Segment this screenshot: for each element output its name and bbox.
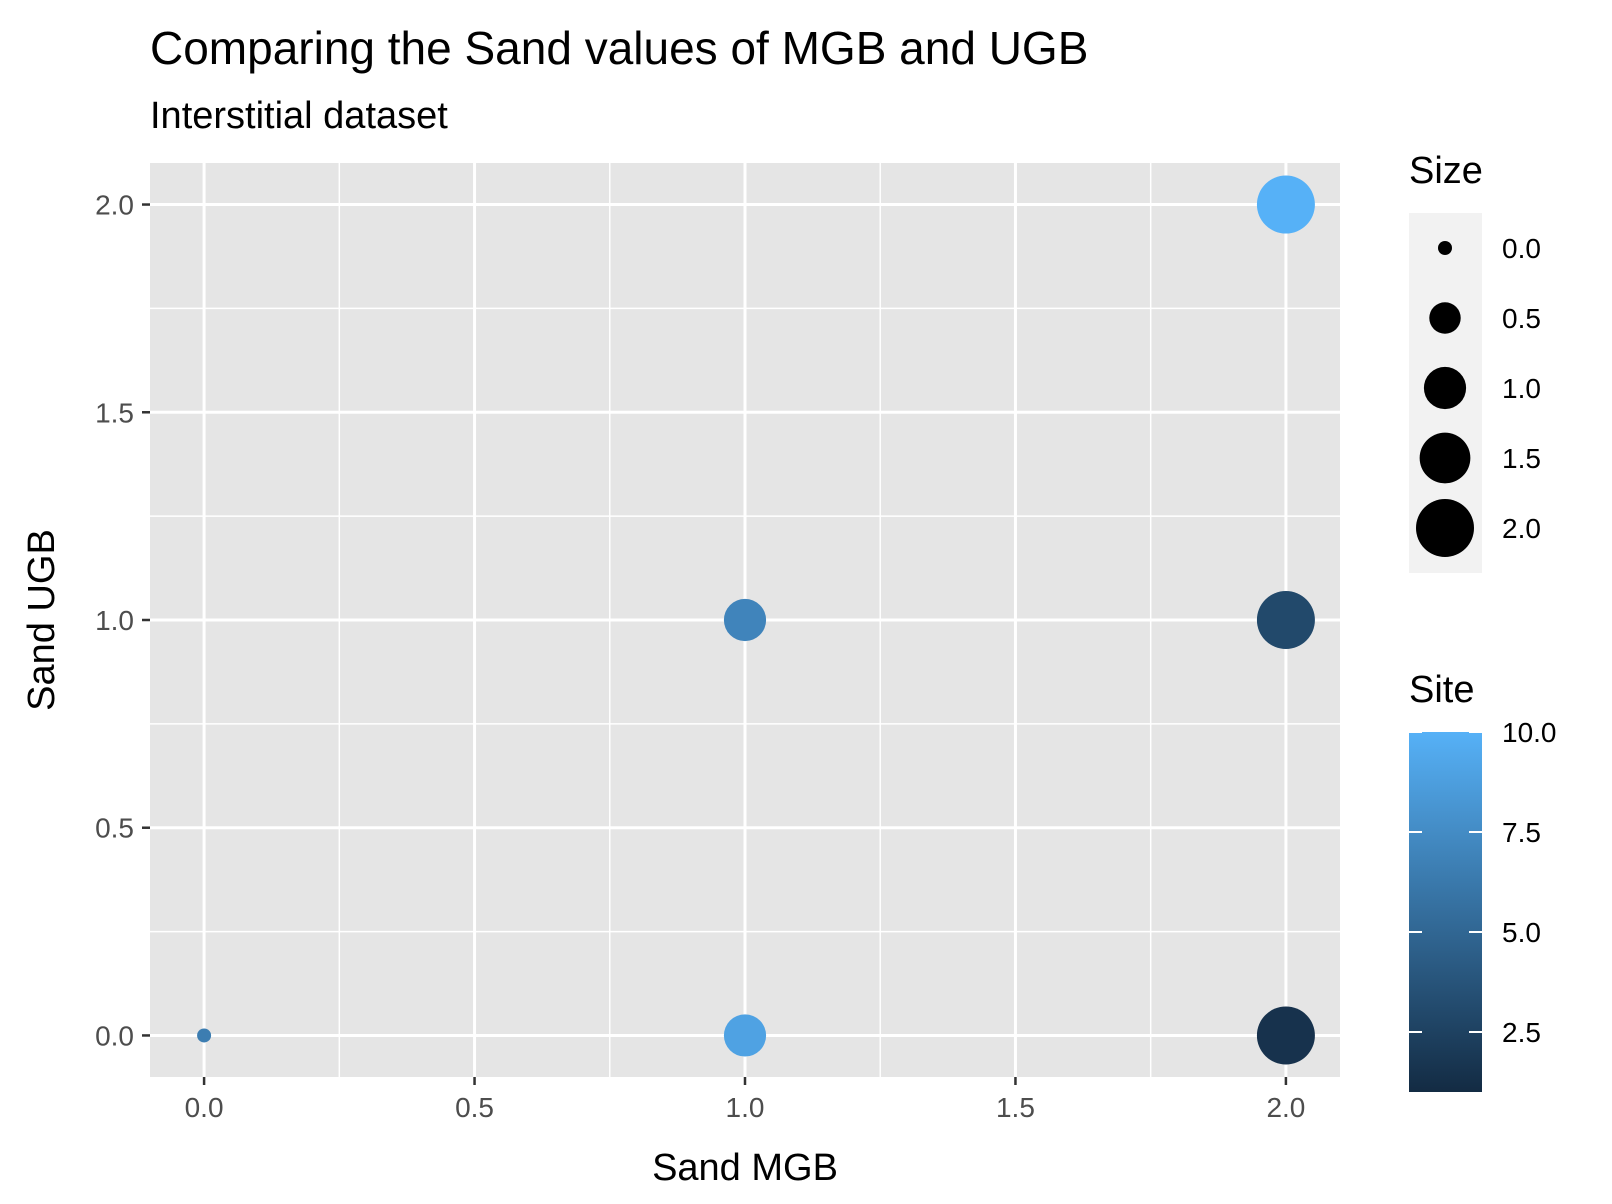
size-legend-key	[1423, 366, 1467, 410]
data-point	[723, 1014, 767, 1057]
data-point	[197, 1028, 212, 1043]
axes: 0.0 0.5 1.0 1.5 2.0 0.0 0.5 1.0 1.5 2.0	[95, 190, 1305, 1123]
y-axis-title: Sand UGB	[21, 529, 63, 711]
x-tick-label: 2.0	[1266, 1092, 1305, 1123]
size-legend-label: 2.0	[1502, 513, 1541, 544]
x-tick-label: 1.0	[726, 1092, 765, 1123]
data-point	[1256, 175, 1315, 234]
size-legend-label: 0.5	[1502, 303, 1541, 334]
x-tick-label: 0.0	[185, 1092, 224, 1123]
size-legend: 0.0 0.5 1.0 1.5 2.0	[1416, 233, 1541, 557]
size-legend-key	[1419, 432, 1471, 484]
data-point	[723, 598, 767, 642]
color-legend-label: 10.0	[1502, 717, 1557, 748]
x-axis-title: Sand MGB	[652, 1147, 838, 1189]
y-tick-label: 1.5	[95, 397, 134, 428]
y-tick-label: 2.0	[95, 190, 134, 221]
data-point	[1256, 1006, 1315, 1065]
size-legend-label: 0.0	[1502, 233, 1541, 264]
size-legend-label: 1.5	[1502, 443, 1541, 474]
color-bar	[1409, 732, 1482, 1092]
size-legend-label: 1.0	[1502, 373, 1541, 404]
size-legend-key	[1429, 302, 1461, 334]
x-tick-label: 0.5	[455, 1092, 494, 1123]
size-legend-key	[1438, 241, 1452, 255]
color-legend-label: 7.5	[1502, 817, 1541, 848]
data-point	[1256, 591, 1315, 649]
size-legend-title: Size	[1409, 150, 1483, 192]
size-legend-key	[1416, 499, 1474, 557]
color-legend-label: 2.5	[1502, 1017, 1541, 1048]
y-tick-label: 0.5	[95, 813, 134, 844]
color-legend-title: Site	[1409, 669, 1474, 711]
y-tick-label: 0.0	[95, 1020, 134, 1051]
x-tick-label: 1.5	[996, 1092, 1035, 1123]
y-tick-label: 1.0	[95, 605, 134, 636]
chart-title: Comparing the Sand values of MGB and UGB	[150, 22, 1088, 74]
color-legend-label: 5.0	[1502, 917, 1541, 948]
data-points	[197, 175, 1315, 1065]
chart-subtitle: Interstitial dataset	[150, 95, 448, 137]
color-legend: 2.5 5.0 7.5 10.0	[1409, 717, 1557, 1048]
